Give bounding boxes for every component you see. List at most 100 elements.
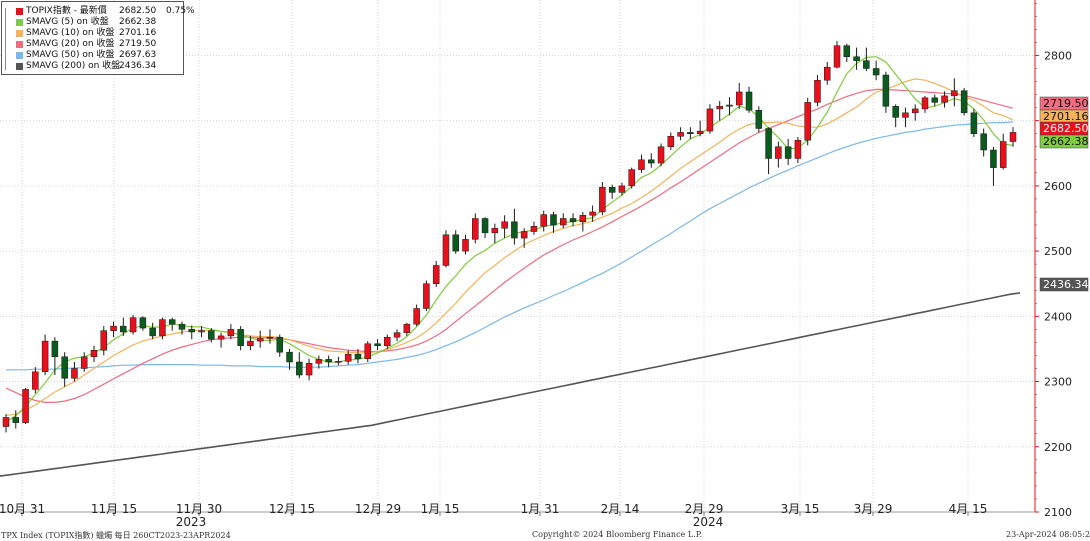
candle-up bbox=[921, 97, 929, 110]
candle-up bbox=[315, 359, 323, 364]
candle-up bbox=[472, 218, 479, 240]
candle-up bbox=[911, 108, 919, 114]
legend-series-name: SMAVG (5) on 收盤 bbox=[26, 17, 109, 27]
candle-down bbox=[286, 351, 293, 363]
last-value-tag-label: 2436.34 bbox=[1043, 278, 1089, 291]
legend-swatch bbox=[16, 8, 23, 15]
candle-down bbox=[276, 336, 283, 353]
last-value-tag bbox=[1039, 134, 1089, 149]
y-axis: 21002200230024002500260027002800 bbox=[1034, 0, 1072, 519]
legend-drag-handle[interactable] bbox=[5, 8, 10, 70]
candle-up bbox=[560, 218, 567, 226]
candle-down bbox=[960, 90, 968, 114]
candle-up bbox=[501, 221, 508, 229]
candle-down bbox=[853, 56, 860, 61]
candle-down bbox=[120, 325, 127, 333]
candle-up bbox=[951, 90, 958, 97]
candle-up bbox=[32, 371, 39, 390]
candle-up bbox=[41, 340, 49, 373]
sma50-line bbox=[6, 121, 1014, 371]
candle-down bbox=[550, 214, 557, 226]
candle-up bbox=[247, 340, 254, 346]
candle-down bbox=[61, 356, 68, 379]
candle-up bbox=[344, 353, 352, 362]
candle-up bbox=[442, 234, 450, 266]
candle-down bbox=[765, 128, 772, 159]
candle-up bbox=[726, 104, 733, 107]
x-tick-label: 11月 15 bbox=[91, 502, 137, 516]
y-tick-label: 2300 bbox=[1044, 376, 1072, 389]
candle-up bbox=[256, 338, 264, 342]
legend-series-name: SMAVG (10) on 收盤 bbox=[26, 28, 115, 38]
candle-up bbox=[129, 317, 137, 333]
candle-up bbox=[618, 185, 626, 193]
x-year-label: 2023 bbox=[176, 515, 207, 529]
candle-down bbox=[784, 146, 792, 159]
candle-up bbox=[706, 108, 714, 132]
candle-up bbox=[804, 102, 811, 141]
candle-up bbox=[902, 112, 909, 118]
x-tick-label: 12月 29 bbox=[355, 502, 401, 516]
candle-down bbox=[354, 353, 362, 359]
candle-up bbox=[638, 159, 645, 170]
sma20-line bbox=[5, 88, 1014, 403]
candle-down bbox=[149, 327, 156, 337]
last-value-tag-label: 2719.50 bbox=[1043, 97, 1089, 110]
candle-down bbox=[931, 97, 939, 103]
candle-up bbox=[305, 363, 313, 376]
sma10-line bbox=[5, 78, 1014, 417]
legend-swatch bbox=[16, 41, 23, 48]
candle-up bbox=[823, 66, 831, 81]
candle-down bbox=[237, 329, 244, 346]
candle-down bbox=[970, 112, 978, 134]
candles bbox=[2, 41, 1017, 433]
candle-down bbox=[139, 317, 147, 329]
candle-up bbox=[736, 91, 743, 106]
x-year-label: 2024 bbox=[693, 515, 724, 529]
candle-up bbox=[589, 211, 596, 216]
candle-up bbox=[71, 368, 78, 379]
candle-up bbox=[814, 79, 821, 103]
candle-up bbox=[833, 45, 841, 68]
legend-swatch bbox=[16, 19, 23, 26]
x-axis: 10月 31 11月 15 11月 30 12月 15 12月 29 1月 15 1月 31… bbox=[0, 502, 1035, 529]
candle-down bbox=[569, 218, 577, 223]
legend[interactable]: TOPIX指數 - 最新價 2682.50 0.75% SMAVG (5) on 收盤… bbox=[1, 1, 195, 75]
grid-lines bbox=[0, 0, 1035, 513]
sma200-line bbox=[0, 292, 1021, 477]
candle-up bbox=[266, 336, 274, 339]
candle-up bbox=[432, 265, 440, 284]
y-tick-label: 2400 bbox=[1044, 310, 1072, 323]
candle-up bbox=[2, 417, 10, 427]
candle-up bbox=[599, 186, 606, 213]
candle-up bbox=[384, 336, 391, 346]
y-tick-label: 2800 bbox=[1044, 49, 1072, 62]
legend-series-name: TOPIX指數 - 最新價 bbox=[26, 6, 107, 16]
candle-down bbox=[325, 359, 332, 363]
legend-series-value: 2662.38 bbox=[119, 17, 157, 27]
candle-up bbox=[80, 356, 88, 369]
x-tick-label: 1月 15 bbox=[421, 502, 460, 516]
legend-swatch bbox=[16, 52, 23, 59]
legend-series-value: 2701.16 bbox=[119, 28, 157, 38]
last-value-tag-label: 2662.38 bbox=[1043, 135, 1089, 148]
candle-down bbox=[755, 109, 763, 129]
candle-down bbox=[608, 186, 616, 193]
candle-down bbox=[188, 329, 196, 333]
candle-up bbox=[941, 95, 948, 103]
legend-series-name: SMAVG (200) on 收盤 bbox=[26, 61, 121, 71]
candle-up bbox=[775, 146, 782, 159]
moving-average-lines bbox=[0, 56, 1021, 477]
footer-timestamp: 23-Apr-2024 08:05:29 bbox=[1006, 530, 1090, 539]
candle-down bbox=[178, 323, 186, 330]
x-tick-label: 11月 30 bbox=[176, 502, 222, 516]
footer-copyright: Copyright© 2024 Bloomberg Finance L.P. bbox=[532, 530, 702, 539]
y-tick-label: 2100 bbox=[1044, 506, 1072, 519]
candle-down bbox=[511, 221, 518, 239]
candle-up bbox=[667, 136, 675, 148]
candle-up bbox=[696, 130, 704, 134]
candle-up bbox=[794, 139, 802, 159]
candle-down bbox=[892, 106, 899, 118]
